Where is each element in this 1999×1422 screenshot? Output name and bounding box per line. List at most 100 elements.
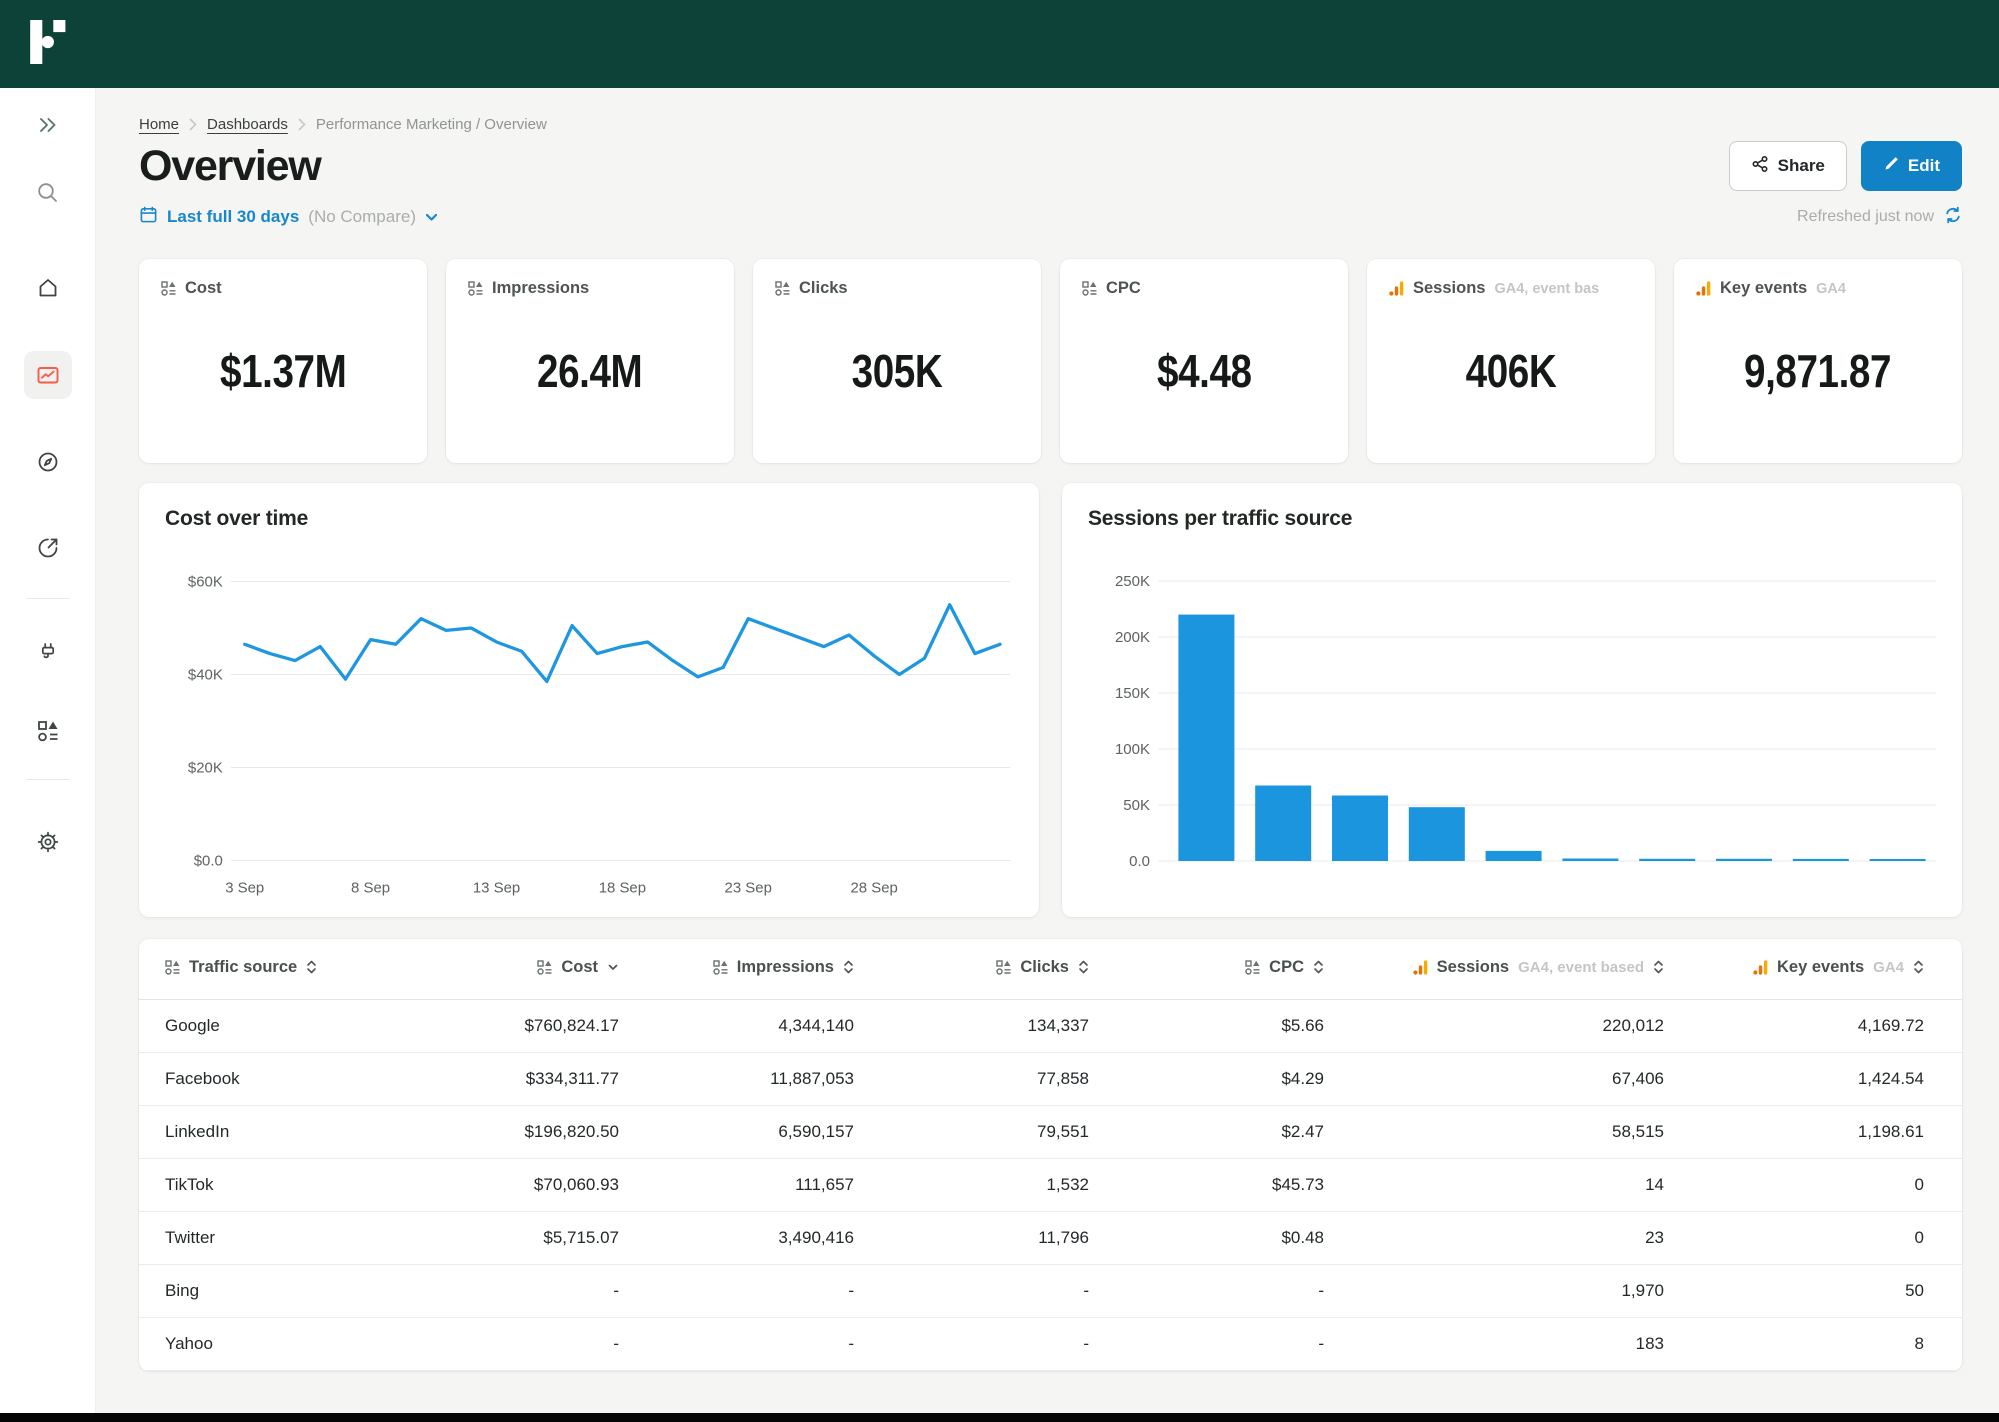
row-value: $45.73 [1099, 1158, 1334, 1212]
traffic-source-table-card: Traffic source Cost Impressions Clicks CPC Se… [139, 939, 1962, 1371]
table-row-tiktok[interactable]: TikTok $70,060.93 111,657 1,532 $45.73 14 0 [139, 1158, 1962, 1212]
funnel-logo[interactable] [30, 19, 70, 69]
row-source: Bing [139, 1264, 439, 1318]
share-icon [1751, 155, 1769, 178]
sort-desc-icon [608, 964, 618, 970]
breadcrumb-dashboards[interactable]: Dashboards [207, 116, 288, 133]
row-value: - [864, 1317, 1099, 1371]
column-header-sessions[interactable]: Sessions GA4, event based [1334, 939, 1674, 1000]
table-row-yahoo[interactable]: Yahoo - - - -183 8 [139, 1317, 1962, 1371]
row-value: 4,344,140 [629, 999, 864, 1053]
chart-title: Sessions per traffic source [1088, 507, 1353, 530]
kpi-label: Sessions [1413, 279, 1486, 297]
sessions-bar [1716, 858, 1772, 861]
row-value: 23 [1334, 1211, 1674, 1265]
kpi-card-impressions: Impressions 26.4M [446, 259, 734, 463]
breadcrumb: Home Dashboards Performance Marketing / … [139, 116, 1962, 133]
refresh-icon[interactable] [1944, 206, 1962, 229]
row-value: 1,532 [864, 1158, 1099, 1212]
column-label: Sessions [1436, 957, 1510, 976]
row-value: $760,824.17 [439, 999, 629, 1053]
ga4-icon [1753, 960, 1768, 975]
collapse-sidebar-icon[interactable] [24, 101, 72, 149]
breadcrumb-home[interactable]: Home [139, 116, 180, 133]
kpi-value: 305K [851, 344, 943, 397]
table-row-facebook[interactable]: Facebook $334,311.77 11,887,053 77,858 $4.29… [139, 1052, 1962, 1106]
svg-text:$40K: $40K [188, 666, 223, 683]
fields-icon [165, 960, 180, 975]
row-value: - [629, 1264, 864, 1318]
sort-icon [1914, 960, 1923, 974]
row-value: 14 [1334, 1158, 1674, 1212]
column-label: CPC [1269, 957, 1304, 976]
kpi-value: 9,871.87 [1744, 344, 1892, 397]
share-button-label: Share [1777, 156, 1825, 175]
sidebar [0, 88, 96, 1422]
fields-icon [775, 281, 790, 296]
row-source: LinkedIn [139, 1105, 439, 1159]
row-value: 183 [1334, 1317, 1674, 1371]
svg-text:$60K: $60K [188, 573, 223, 590]
column-header-traffic-source[interactable]: Traffic source [139, 939, 439, 1000]
table-row-twitter[interactable]: Twitter $5,715.07 3,490,416 11,796 $0.48 23 0 [139, 1211, 1962, 1265]
sort-icon [844, 960, 853, 974]
column-header-key-events[interactable]: Key events GA4 [1674, 939, 1962, 1000]
sort-icon [1314, 960, 1323, 974]
row-value: 220,012 [1334, 999, 1674, 1053]
sessions-bar [1178, 614, 1235, 861]
kpi-label: Cost [185, 279, 222, 297]
cost-over-time-chart: $60K $40K $20K $0.03 Sep 8 Sep 13 Sep 18 Sep 23… [188, 573, 1010, 896]
column-header-impressions[interactable]: Impressions [629, 939, 864, 1000]
kpi-value: 26.4M [537, 344, 643, 397]
home-icon[interactable] [24, 264, 72, 312]
table-row-google[interactable]: Google $760,824.17 4,344,140 134,337 $5.66 22… [139, 999, 1962, 1053]
row-value: 58,515 [1334, 1105, 1674, 1159]
page-title: Overview [139, 141, 322, 190]
row-value: - [864, 1264, 1099, 1318]
column-header-clicks[interactable]: Clicks [864, 939, 1099, 1000]
row-value: $5,715.07 [439, 1211, 629, 1265]
dashboards-icon[interactable] [23, 351, 72, 399]
column-header-cost[interactable]: Cost [439, 939, 629, 1000]
top-bar [0, 0, 1999, 88]
row-value: 79,551 [864, 1105, 1099, 1159]
export-share-icon[interactable] [24, 524, 72, 572]
row-value: 8 [1674, 1317, 1962, 1371]
svg-text:150K: 150K [1115, 685, 1150, 702]
cost-line-series [243, 603, 1002, 684]
table-row-bing[interactable]: Bing - - - -1,970 50 [139, 1264, 1962, 1318]
table-row-linkedin[interactable]: LinkedIn $196,820.50 6,590,157 79,551 $2.47 5… [139, 1105, 1962, 1159]
search-icon[interactable] [24, 168, 72, 216]
ga4-icon [1412, 960, 1427, 975]
chart-title: Cost over time [165, 507, 309, 530]
row-value: 6,590,157 [629, 1105, 864, 1159]
fields-icon [537, 960, 552, 975]
connectors-plug-icon[interactable] [24, 629, 72, 677]
kpi-sublabel: GA4 [1816, 280, 1846, 297]
settings-gear-icon[interactable] [24, 818, 72, 866]
row-value: 0 [1674, 1211, 1962, 1265]
share-button[interactable]: Share [1728, 141, 1847, 191]
kpi-sublabel: GA4, event bas [1494, 280, 1600, 297]
svg-text:250K: 250K [1115, 573, 1150, 590]
row-value: $196,820.50 [439, 1105, 629, 1159]
svg-text:100K: 100K [1115, 741, 1150, 758]
row-value: 3,490,416 [629, 1211, 864, 1265]
explore-compass-icon[interactable] [24, 438, 72, 486]
fields-icon[interactable] [24, 707, 72, 755]
compare-label: (No Compare) [308, 207, 416, 226]
edit-button[interactable]: Edit [1860, 141, 1962, 191]
column-sublabel: GA4, event based [1518, 958, 1644, 976]
column-label: Clicks [1020, 957, 1069, 976]
chevron-right-icon [189, 118, 197, 131]
fields-icon [468, 281, 483, 296]
chevron-down-icon [425, 207, 438, 227]
column-header-cpc[interactable]: CPC [1099, 939, 1334, 1000]
date-range-picker[interactable]: Last full 30 days (No Compare) [139, 205, 438, 229]
svg-text:8 Sep: 8 Sep [351, 879, 390, 896]
date-range-label: Last full 30 days [167, 207, 300, 226]
sort-icon [307, 960, 317, 974]
svg-text:18 Sep: 18 Sep [599, 879, 646, 896]
sessions-bar [1639, 858, 1696, 861]
row-value: 67,406 [1334, 1052, 1674, 1106]
